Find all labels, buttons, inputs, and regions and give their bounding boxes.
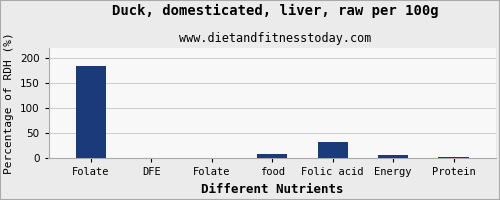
Bar bbox=[257, 154, 288, 158]
Bar bbox=[318, 142, 348, 158]
Text: www.dietandfitnesstoday.com: www.dietandfitnesstoday.com bbox=[179, 32, 371, 45]
Text: Duck, domesticated, liver, raw per 100g: Duck, domesticated, liver, raw per 100g bbox=[112, 4, 438, 18]
Y-axis label: Percentage of RDH (%): Percentage of RDH (%) bbox=[4, 32, 14, 174]
X-axis label: Different Nutrients: Different Nutrients bbox=[201, 183, 344, 196]
Bar bbox=[438, 157, 468, 158]
Bar bbox=[378, 155, 408, 158]
Bar bbox=[76, 66, 106, 158]
